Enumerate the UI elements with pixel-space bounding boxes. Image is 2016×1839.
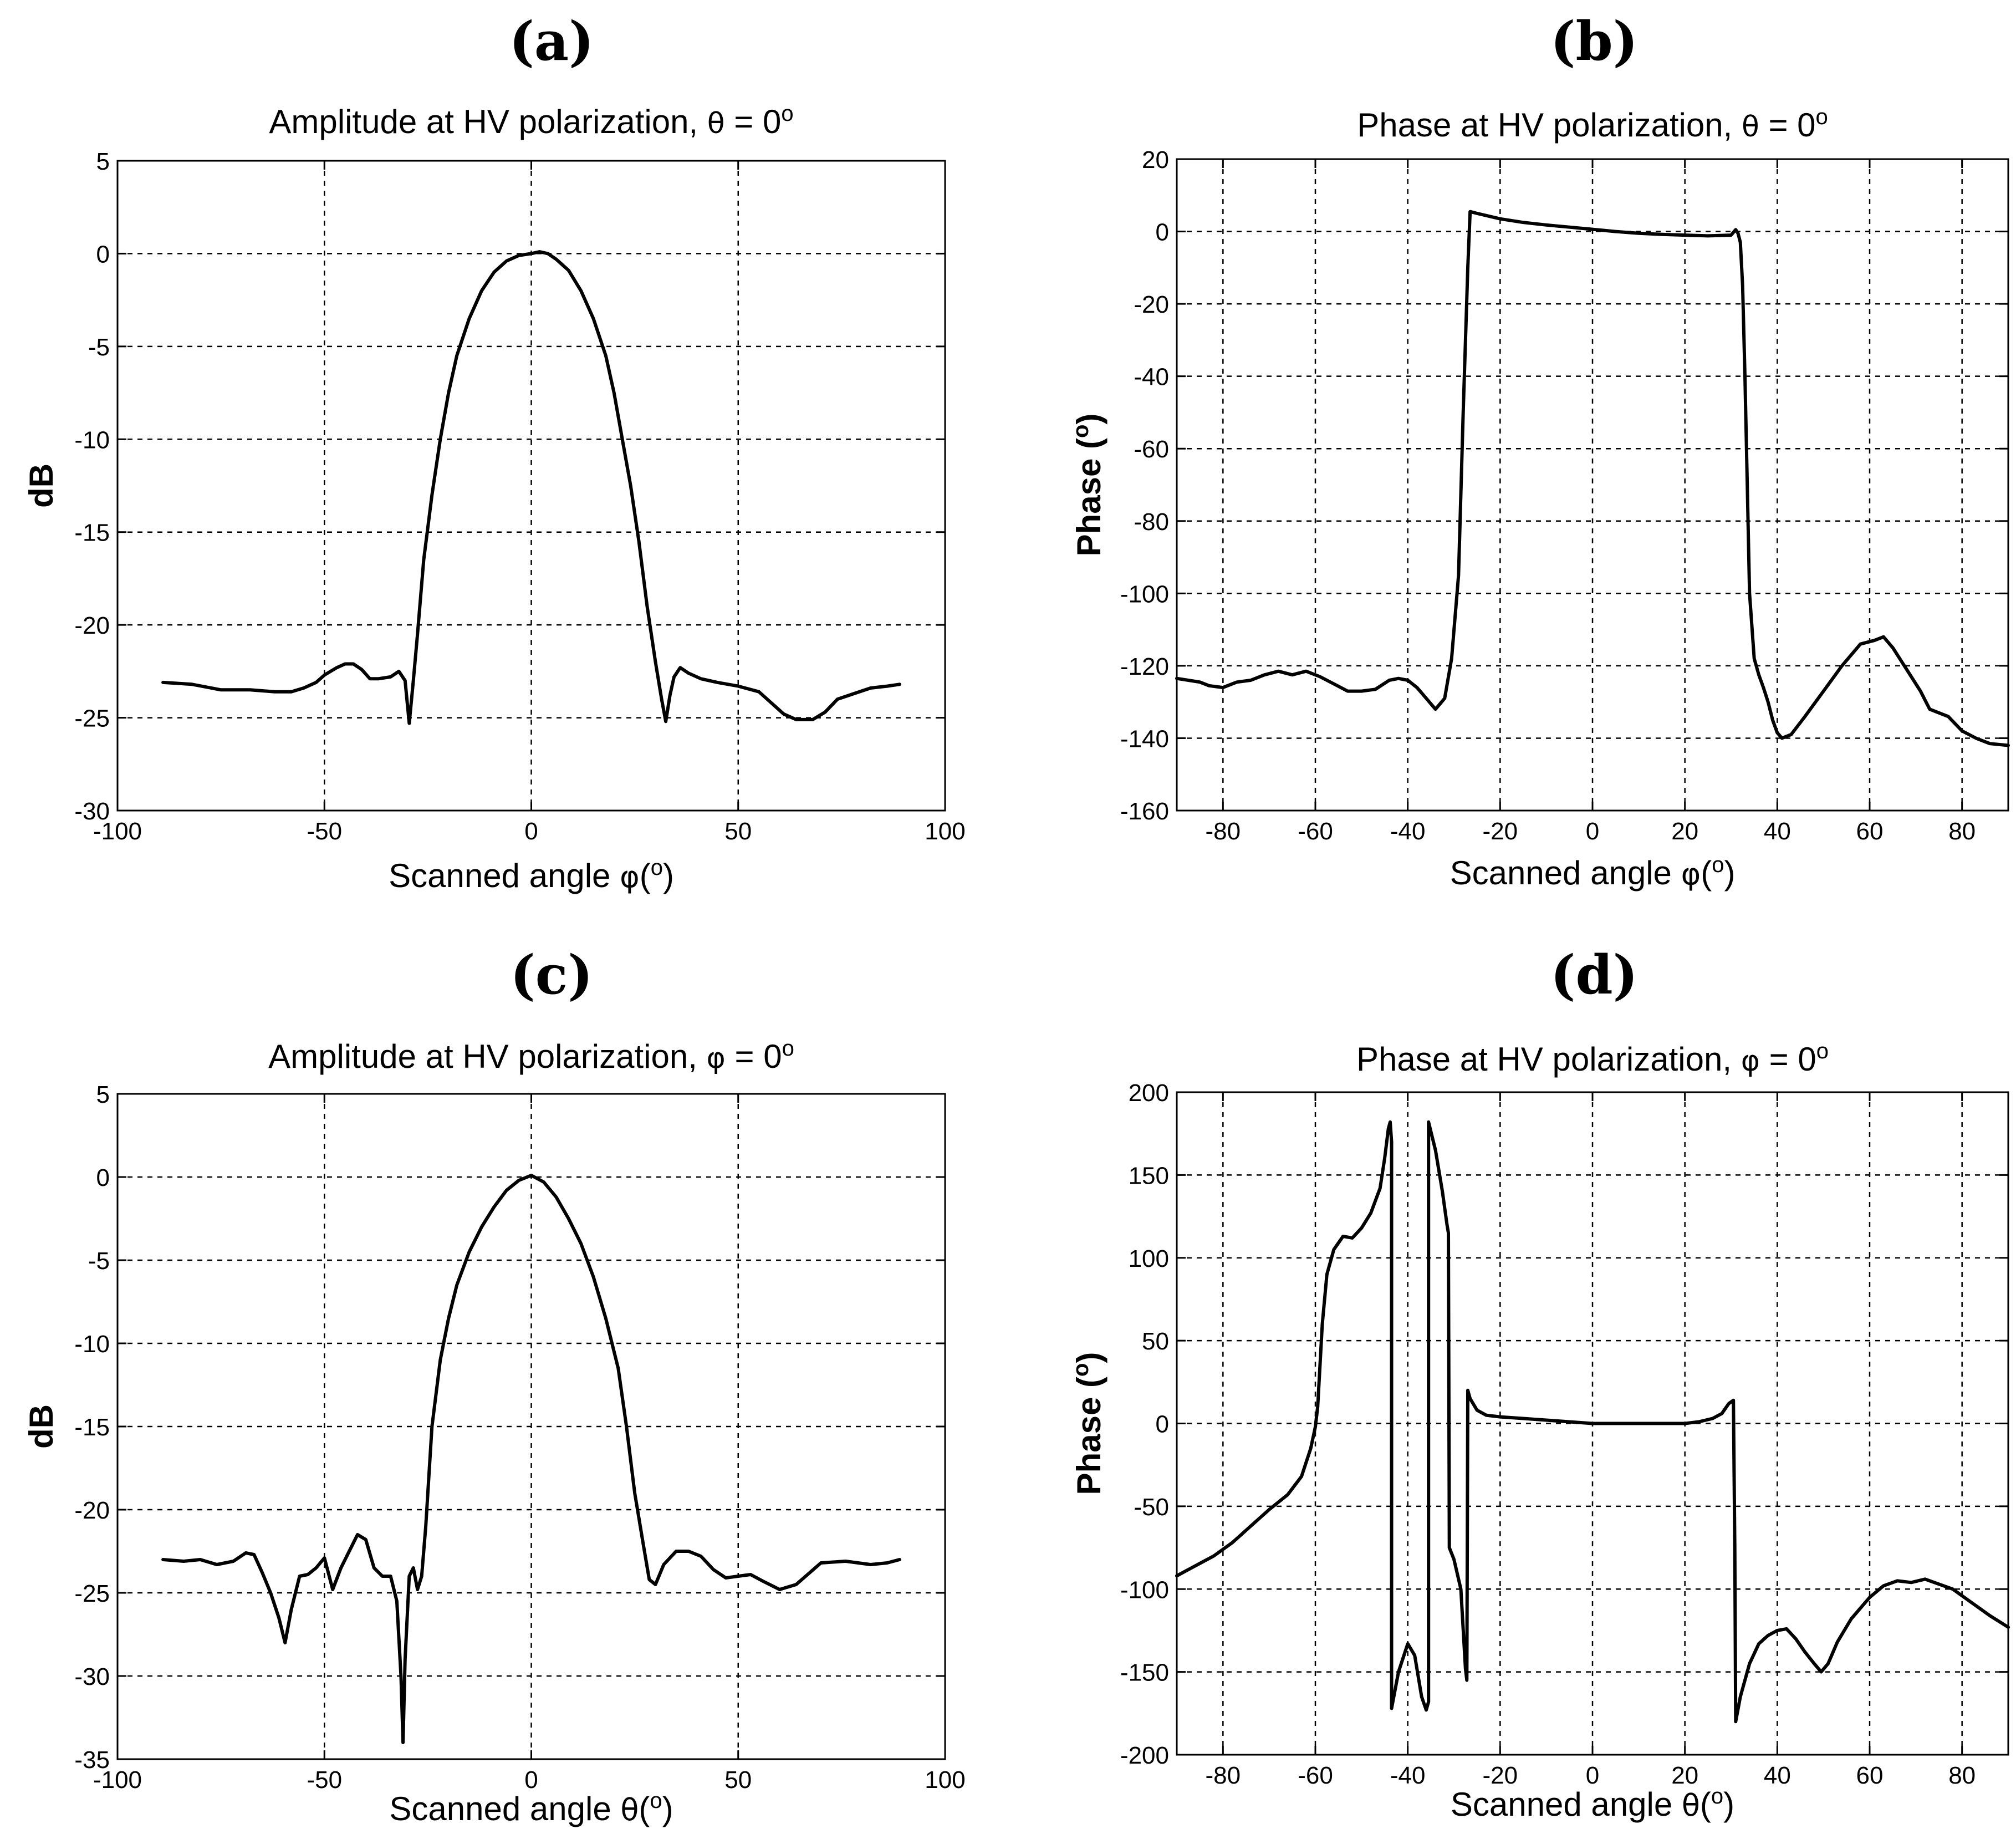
y-tick-label: -20 <box>1134 291 1169 318</box>
y-tick-label: 0 <box>1156 1411 1169 1438</box>
x-tick-label: -40 <box>1390 1762 1426 1789</box>
y-tick-label: 150 <box>1129 1162 1169 1189</box>
panel-letter: (d) <box>1550 944 1638 1006</box>
y-tick-label: 0 <box>96 241 110 268</box>
y-tick-label: -40 <box>1134 364 1169 391</box>
x-tick-label: -40 <box>1390 818 1426 845</box>
y-tick-label: -15 <box>74 519 110 547</box>
y-tick-label: -20 <box>74 612 110 639</box>
chart-title: Phase at HV polarization, φ = 0o <box>1356 1039 1829 1078</box>
x-axis-label: Scanned angle φ(o) <box>1450 853 1736 892</box>
y-tick-label: -60 <box>1134 436 1169 463</box>
y-tick-label: 5 <box>96 148 110 175</box>
chart-panel-4: (d) Phase at HV polarization, φ = 0o -80 -6… <box>1069 944 2010 1823</box>
chart-panel-1: (a) Amplitude at HV polarization, θ = 0o -… <box>23 10 966 894</box>
x-tick-label: -60 <box>1298 818 1333 845</box>
x-tick-label: 60 <box>1856 1762 1884 1789</box>
x-tick-label: 0 <box>524 1766 538 1794</box>
y-tick-label: -30 <box>74 798 110 825</box>
y-tick-label: -10 <box>74 426 110 454</box>
x-tick-label: -100 <box>93 1766 142 1794</box>
y-tick-label: -50 <box>1134 1494 1169 1521</box>
y-tick-label: -150 <box>1120 1659 1169 1687</box>
y-tick-label: -80 <box>1134 508 1169 536</box>
series-line-hv-amplitude <box>161 1174 901 1744</box>
y-tick-label: 0 <box>1156 219 1169 246</box>
y-tick-label: 0 <box>96 1164 110 1191</box>
y-tick-label: -25 <box>74 705 110 732</box>
y-tick-label: 50 <box>1142 1328 1169 1355</box>
series-line-hv-phase <box>1175 1120 2010 1724</box>
y-axis-label: Phase (o) <box>1069 1352 1107 1495</box>
panel-letter: (c) <box>510 944 593 1006</box>
x-tick-label: 80 <box>1948 818 1976 845</box>
y-tick-label: -100 <box>1120 1576 1169 1603</box>
chart-title: Phase at HV polarization, θ = 0o <box>1357 105 1828 144</box>
x-tick-label: 100 <box>925 1766 965 1794</box>
y-tick-label: -25 <box>74 1580 110 1607</box>
x-tick-label: 0 <box>1586 818 1599 845</box>
x-tick-label: 50 <box>724 818 752 845</box>
y-tick-label: -160 <box>1120 798 1169 825</box>
y-tick-label: 20 <box>1142 146 1169 174</box>
series-line-hv-phase <box>1175 210 2010 747</box>
x-tick-label: 60 <box>1856 818 1884 845</box>
panel-letter: (b) <box>1550 10 1638 73</box>
y-tick-label: -30 <box>74 1663 110 1690</box>
y-tick-label: -20 <box>74 1497 110 1524</box>
y-tick-label: 5 <box>96 1081 110 1108</box>
x-tick-label: 40 <box>1764 1762 1791 1789</box>
y-tick-label: -5 <box>88 334 110 361</box>
x-tick-label: -50 <box>307 818 342 845</box>
y-tick-label: -5 <box>88 1247 110 1275</box>
x-tick-label: -60 <box>1298 1762 1333 1789</box>
series-line-hv-amplitude <box>161 250 901 725</box>
x-axis-label: Scanned angle θ(o) <box>389 1789 673 1827</box>
x-tick-label: -100 <box>93 818 142 845</box>
x-tick-label: 0 <box>1586 1762 1599 1789</box>
x-tick-label: 20 <box>1671 818 1698 845</box>
x-tick-label: -50 <box>307 1766 342 1794</box>
x-axis-label: Scanned angle φ(o) <box>389 855 674 894</box>
panel-letter: (a) <box>509 10 594 73</box>
x-tick-label: 40 <box>1764 818 1791 845</box>
y-tick-label: -140 <box>1120 725 1169 752</box>
x-axis-label: Scanned angle θ(o) <box>1451 1784 1734 1823</box>
y-tick-label: 200 <box>1129 1079 1169 1107</box>
x-tick-label: 80 <box>1948 1762 1976 1789</box>
x-tick-label: 50 <box>724 1766 752 1794</box>
y-tick-label: -120 <box>1120 653 1169 680</box>
x-tick-label: -20 <box>1483 1762 1518 1789</box>
chart-panel-2: (b) Phase at HV polarization, θ = 0o -80 -6… <box>1069 10 2010 892</box>
x-tick-label: 20 <box>1671 1762 1698 1789</box>
y-tick-label: -10 <box>74 1331 110 1358</box>
x-tick-label: -80 <box>1206 1762 1241 1789</box>
y-axis-label: dB <box>23 1404 60 1449</box>
y-axis-label: dB <box>23 463 60 508</box>
x-tick-label: 0 <box>524 818 538 845</box>
chart-panel-3: (c) Amplitude at HV polarization, φ = 0o -… <box>23 944 966 1827</box>
y-tick-label: -100 <box>1120 580 1169 608</box>
y-tick-label: 100 <box>1129 1245 1169 1272</box>
chart-title: Amplitude at HV polarization, φ = 0o <box>268 1036 794 1075</box>
x-tick-label: -20 <box>1483 818 1518 845</box>
chart-title: Amplitude at HV polarization, θ = 0o <box>269 101 793 140</box>
y-axis-label: Phase (o) <box>1069 414 1107 557</box>
y-tick-label: -15 <box>74 1414 110 1441</box>
y-tick-label: -35 <box>74 1746 110 1774</box>
y-tick-label: -200 <box>1120 1742 1169 1769</box>
x-tick-label: -80 <box>1206 818 1241 845</box>
x-tick-label: 100 <box>925 818 965 845</box>
